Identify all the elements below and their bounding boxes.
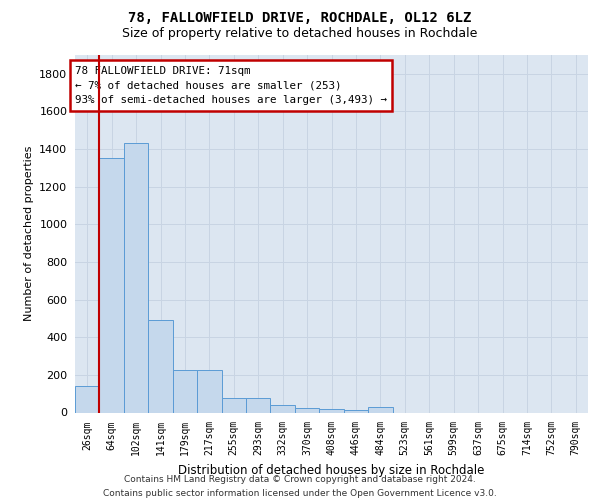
Bar [100, 158, 124, 412]
Bar [295, 408, 319, 412]
Bar [319, 408, 344, 412]
Bar [75, 386, 100, 412]
Bar [173, 370, 197, 412]
Text: Size of property relative to detached houses in Rochdale: Size of property relative to detached ho… [122, 28, 478, 40]
X-axis label: Distribution of detached houses by size in Rochdale: Distribution of detached houses by size … [178, 464, 485, 476]
Bar [148, 320, 173, 412]
Bar [197, 370, 221, 412]
Bar [221, 398, 246, 412]
Text: Contains HM Land Registry data © Crown copyright and database right 2024.
Contai: Contains HM Land Registry data © Crown c… [103, 476, 497, 498]
Text: 78, FALLOWFIELD DRIVE, ROCHDALE, OL12 6LZ: 78, FALLOWFIELD DRIVE, ROCHDALE, OL12 6L… [128, 11, 472, 25]
Bar [344, 410, 368, 412]
Bar [124, 144, 148, 412]
Bar [246, 398, 271, 412]
Text: 78 FALLOWFIELD DRIVE: 71sqm
← 7% of detached houses are smaller (253)
93% of sem: 78 FALLOWFIELD DRIVE: 71sqm ← 7% of deta… [75, 66, 387, 106]
Bar [271, 405, 295, 412]
Bar [368, 407, 392, 412]
Y-axis label: Number of detached properties: Number of detached properties [23, 146, 34, 322]
